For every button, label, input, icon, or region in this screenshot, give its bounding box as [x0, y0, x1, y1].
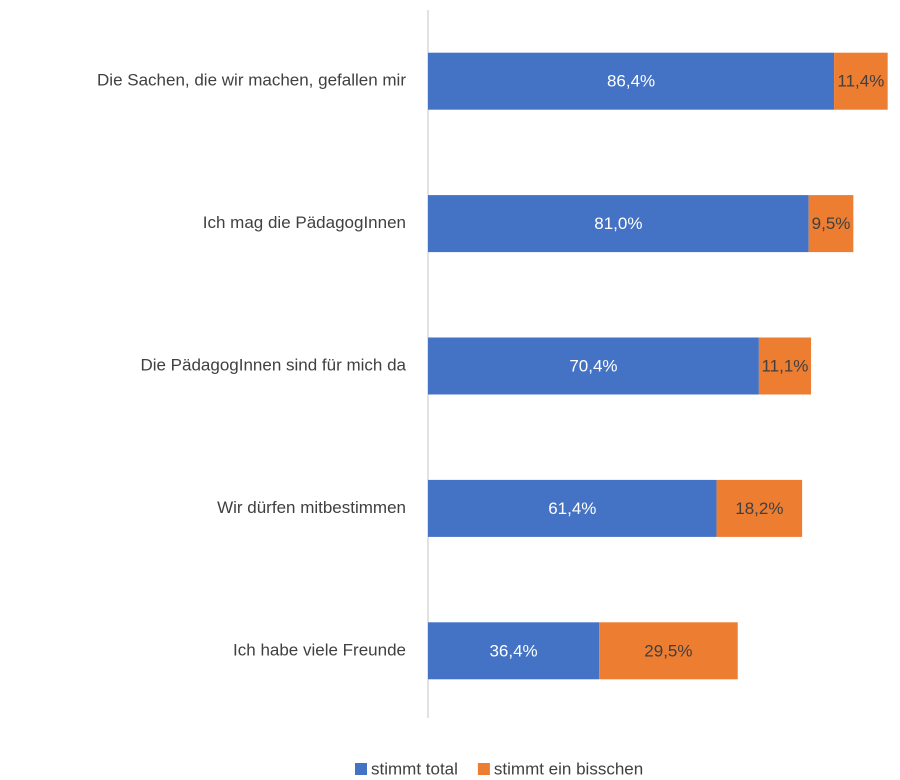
- data-label: 29,5%: [644, 641, 692, 660]
- data-label: 11,4%: [837, 72, 884, 91]
- bar-segment: [716, 479, 803, 537]
- legend-swatch: [355, 763, 367, 775]
- data-label: 70,4%: [569, 356, 617, 375]
- y-tick-label: Die Sachen, die wir machen, gefallen mir: [97, 71, 406, 90]
- data-label: 61,4%: [548, 499, 596, 518]
- y-tick-label: Ich mag die PädagogInnen: [203, 213, 406, 232]
- y-tick-label: Die PädagogInnen sind für mich da: [140, 355, 406, 374]
- data-label: 36,4%: [489, 641, 537, 660]
- bar-segment: [428, 52, 835, 110]
- bar-segment: [834, 52, 888, 110]
- bar-segment: [758, 337, 812, 395]
- bar-segment: [428, 479, 717, 537]
- bar-segment: [808, 195, 854, 253]
- legend-swatch: [477, 763, 490, 775]
- bar-segment: [428, 337, 759, 395]
- y-tick-label: Wir dürfen mitbestimmen: [217, 498, 406, 517]
- legend-label: stimmt ein bisschen: [494, 759, 643, 778]
- data-label: 18,2%: [735, 499, 783, 518]
- bar-segment: [428, 195, 809, 253]
- legend-label: stimmt total: [371, 759, 458, 778]
- y-tick-label: Ich habe viele Freunde: [233, 640, 406, 659]
- data-label: 81,0%: [594, 214, 642, 233]
- bar-segment: [599, 622, 738, 680]
- data-label: 86,4%: [607, 72, 655, 91]
- data-label: 9,5%: [812, 214, 851, 233]
- bar-segment: [428, 622, 600, 680]
- data-label: 11,1%: [761, 356, 808, 375]
